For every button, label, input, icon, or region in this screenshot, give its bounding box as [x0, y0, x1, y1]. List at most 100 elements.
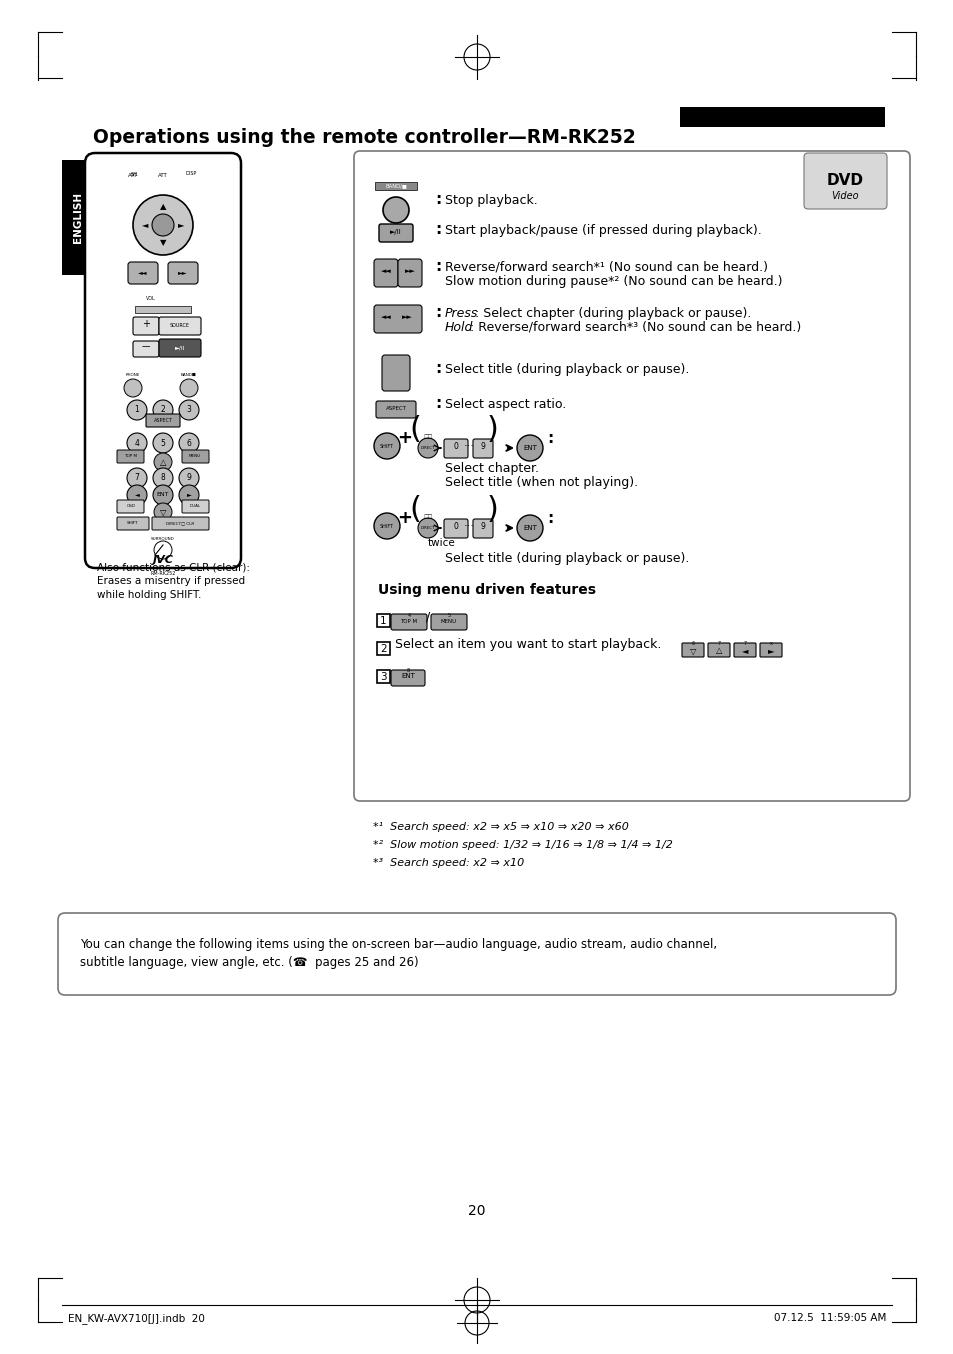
- Text: /: /: [425, 611, 430, 624]
- Text: MENU: MENU: [440, 619, 456, 624]
- Text: Video: Video: [830, 191, 858, 200]
- FancyBboxPatch shape: [128, 263, 158, 284]
- Text: ): ): [487, 414, 498, 444]
- Text: ENGLISH: ENGLISH: [73, 192, 83, 244]
- FancyBboxPatch shape: [378, 223, 413, 242]
- Text: VOL: VOL: [146, 297, 155, 301]
- Text: Press: Press: [444, 307, 477, 320]
- Text: ►: ►: [187, 493, 192, 497]
- Text: ◄: ◄: [741, 646, 747, 655]
- FancyBboxPatch shape: [117, 500, 144, 513]
- FancyBboxPatch shape: [159, 317, 201, 334]
- FancyBboxPatch shape: [62, 160, 94, 275]
- Text: Start playback/pause (if pressed during playback).: Start playback/pause (if pressed during …: [444, 223, 760, 237]
- Text: Also functions as CLR (clear):: Also functions as CLR (clear):: [97, 562, 250, 571]
- FancyBboxPatch shape: [679, 107, 884, 127]
- Text: OSD: OSD: [127, 504, 135, 508]
- Text: 4: 4: [407, 613, 410, 617]
- Text: Select title (when not playing).: Select title (when not playing).: [444, 477, 638, 489]
- FancyBboxPatch shape: [707, 643, 729, 657]
- FancyBboxPatch shape: [397, 259, 421, 287]
- FancyBboxPatch shape: [354, 152, 909, 802]
- Text: DISP: DISP: [185, 171, 196, 176]
- FancyBboxPatch shape: [391, 613, 427, 630]
- FancyBboxPatch shape: [168, 263, 198, 284]
- Text: Select title (during playback or pause).: Select title (during playback or pause).: [444, 363, 689, 376]
- FancyBboxPatch shape: [159, 338, 201, 357]
- Circle shape: [124, 379, 142, 397]
- Text: twice: twice: [428, 538, 456, 548]
- FancyBboxPatch shape: [431, 613, 467, 630]
- Text: Using menu driven features: Using menu driven features: [377, 584, 596, 597]
- Text: BAND/■: BAND/■: [385, 183, 407, 188]
- Circle shape: [417, 437, 437, 458]
- Text: BAND■: BAND■: [181, 372, 196, 376]
- Text: subtitle language, view angle, etc. (☎  pages 25 and 26): subtitle language, view angle, etc. (☎ p…: [80, 956, 418, 969]
- Circle shape: [152, 468, 172, 487]
- Text: ENT: ENT: [400, 673, 415, 678]
- FancyBboxPatch shape: [135, 306, 191, 313]
- Circle shape: [517, 515, 542, 542]
- Text: DIRECT: DIRECT: [420, 525, 435, 529]
- Text: Select title (during playback or pause).: Select title (during playback or pause).: [444, 552, 689, 565]
- FancyBboxPatch shape: [132, 317, 159, 334]
- FancyBboxPatch shape: [374, 305, 421, 333]
- Text: ▲: ▲: [159, 203, 166, 211]
- Text: 2: 2: [160, 405, 165, 414]
- Text: 8: 8: [406, 668, 409, 673]
- Text: SURROUND: SURROUND: [151, 538, 174, 542]
- Circle shape: [152, 433, 172, 454]
- Text: SHIFT: SHIFT: [379, 444, 394, 448]
- FancyBboxPatch shape: [376, 670, 390, 682]
- FancyBboxPatch shape: [117, 450, 144, 463]
- Text: ENT: ENT: [522, 525, 537, 531]
- Text: SHIFT: SHIFT: [379, 524, 394, 528]
- Text: 9: 9: [480, 441, 485, 451]
- Text: +: +: [142, 320, 150, 329]
- Circle shape: [152, 485, 172, 505]
- FancyBboxPatch shape: [681, 643, 703, 657]
- Circle shape: [127, 485, 147, 505]
- Circle shape: [153, 502, 172, 521]
- FancyBboxPatch shape: [376, 613, 390, 627]
- Text: 07.12.5  11:59:05 AM: 07.12.5 11:59:05 AM: [773, 1313, 885, 1323]
- Circle shape: [153, 542, 172, 559]
- FancyBboxPatch shape: [391, 670, 424, 686]
- Text: Slow motion during pause*² (No sound can be heard.): Slow motion during pause*² (No sound can…: [444, 275, 781, 288]
- Text: +: +: [397, 429, 412, 447]
- Text: EN_KW-AVX710[J].indb  20: EN_KW-AVX710[J].indb 20: [68, 1313, 205, 1324]
- Text: 0: 0: [453, 523, 458, 531]
- Text: SHIFT: SHIFT: [127, 521, 138, 525]
- Text: 9: 9: [480, 523, 485, 531]
- Text: Select an item you want to start playback.: Select an item you want to start playbac…: [395, 638, 660, 651]
- Text: ►: ►: [177, 221, 184, 229]
- Text: 6: 6: [187, 439, 192, 448]
- FancyBboxPatch shape: [803, 153, 886, 209]
- Text: □□: □□: [423, 515, 432, 519]
- Circle shape: [179, 399, 199, 420]
- Circle shape: [382, 196, 409, 223]
- Text: while holding SHIFT.: while holding SHIFT.: [97, 590, 201, 600]
- Text: ATT: ATT: [158, 173, 168, 177]
- Text: ENT: ENT: [522, 445, 537, 451]
- Text: ►/II: ►/II: [390, 229, 401, 236]
- FancyBboxPatch shape: [152, 517, 209, 529]
- Circle shape: [517, 435, 542, 460]
- Text: DIRECT□ CLR: DIRECT□ CLR: [166, 521, 193, 525]
- Text: ▼: ▼: [159, 238, 166, 248]
- Text: —: —: [142, 343, 150, 351]
- FancyBboxPatch shape: [374, 259, 397, 287]
- FancyBboxPatch shape: [132, 341, 159, 357]
- Text: *¹  Search speed: x2 ⇒ x5 ⇒ x10 ⇒ x20 ⇒ x60: *¹ Search speed: x2 ⇒ x5 ⇒ x10 ⇒ x20 ⇒ x…: [373, 822, 628, 831]
- Text: :: :: [435, 362, 441, 376]
- FancyBboxPatch shape: [375, 401, 416, 418]
- FancyBboxPatch shape: [117, 517, 149, 529]
- Text: ►: ►: [767, 646, 774, 655]
- FancyBboxPatch shape: [58, 913, 895, 995]
- Circle shape: [152, 399, 172, 420]
- Circle shape: [153, 454, 172, 471]
- Text: Select chapter.: Select chapter.: [444, 462, 538, 475]
- Text: 5: 5: [447, 613, 450, 617]
- Text: ►►: ►►: [178, 269, 188, 275]
- Text: ATT: ATT: [128, 173, 138, 177]
